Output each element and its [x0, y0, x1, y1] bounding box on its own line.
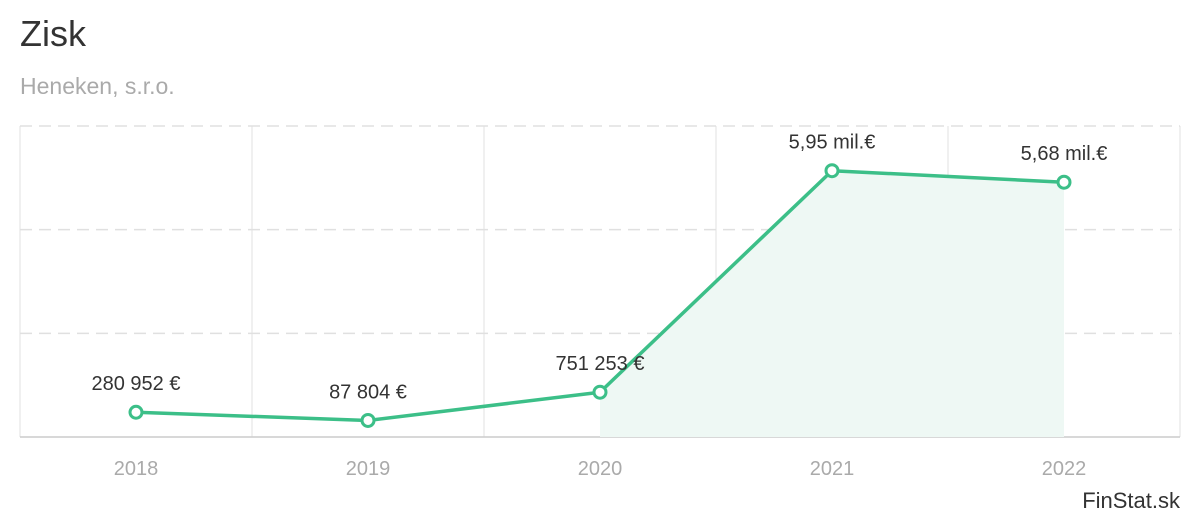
x-tick-label: 2022 [1042, 458, 1087, 480]
data-point [1056, 174, 1072, 190]
data-label: 280 952 € [92, 373, 181, 395]
data-label: 5,68 mil.€ [1021, 143, 1108, 165]
finstat-logo[interactable]: FinStat.sk [1082, 488, 1180, 513]
data-label: 751 253 € [556, 353, 645, 375]
data-point [824, 163, 840, 179]
data-label: 87 804 € [329, 381, 407, 403]
chart-subtitle: Heneken, s.r.o. [20, 73, 175, 99]
x-tick-label: 2021 [810, 458, 855, 480]
data-point [592, 384, 608, 400]
x-tick-label: 2018 [114, 458, 159, 480]
data-point [360, 412, 376, 428]
x-tick-label: 2019 [346, 458, 391, 480]
data-label: 5,95 mil.€ [789, 132, 876, 154]
chart-title: Zisk [20, 13, 86, 54]
x-tick-label: 2020 [578, 458, 623, 480]
data-point [128, 404, 144, 420]
series-area [600, 170, 1064, 437]
